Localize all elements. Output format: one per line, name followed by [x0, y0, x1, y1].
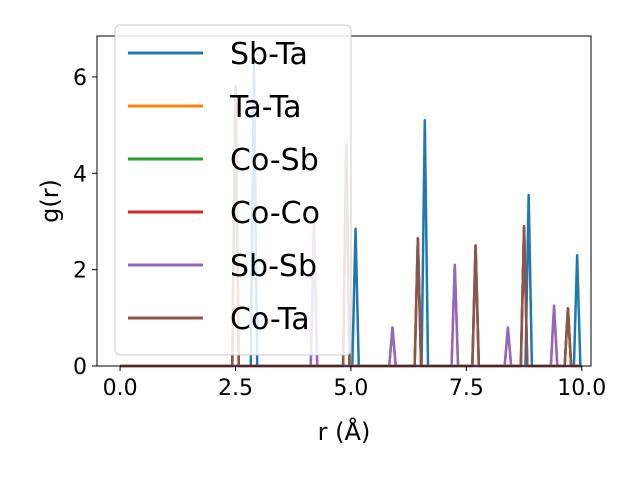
legend: Sb-Ta Ta-Ta Co-Sb Co-Co Sb-Sb Co-Ta [114, 24, 352, 356]
y-tick-label: 4 [73, 162, 87, 187]
legend-label: Co-Ta [230, 302, 310, 337]
y-tick-label: 2 [73, 259, 87, 284]
legend-label: Co-Co [230, 196, 320, 231]
y-tick-label: 0 [73, 355, 87, 380]
legend-label: Sb-Sb [230, 249, 317, 284]
y-tick-label: 6 [73, 66, 87, 91]
x-axis-ticks: 0.0 2.5 5.0 7.5 10.0 [103, 366, 606, 401]
y-axis-ticks: 0 2 4 6 [73, 66, 97, 380]
legend-label: Sb-Ta [230, 37, 308, 72]
x-tick-label: 5.0 [333, 376, 368, 401]
legend-label: Ta-Ta [229, 90, 302, 125]
x-tick-label: 0.0 [103, 376, 138, 401]
x-tick-label: 7.5 [449, 376, 484, 401]
x-axis-label: r (Å) [318, 417, 371, 446]
legend-label: Co-Sb [230, 143, 319, 178]
x-tick-label: 10.0 [557, 376, 606, 401]
y-axis-label: g(r) [36, 179, 64, 223]
x-tick-label: 2.5 [218, 376, 253, 401]
